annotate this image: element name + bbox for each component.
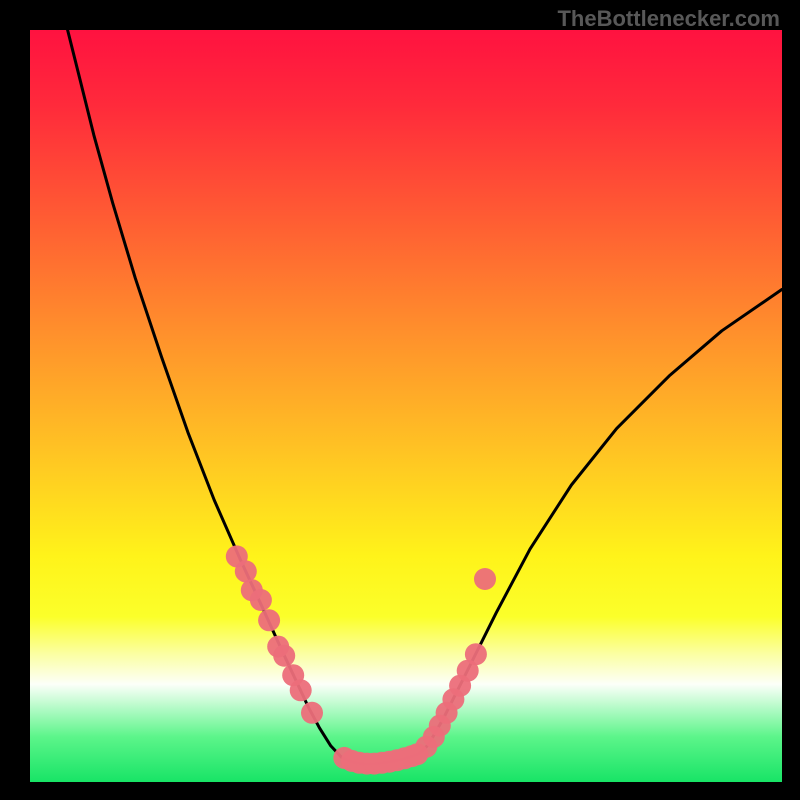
watermark-text: TheBottlenecker.com bbox=[557, 6, 780, 32]
marker-dot bbox=[290, 679, 312, 701]
chart-background bbox=[30, 30, 782, 782]
marker-dot bbox=[301, 702, 323, 724]
marker-dot bbox=[465, 643, 487, 665]
marker-dot bbox=[235, 560, 257, 582]
marker-dot bbox=[258, 609, 280, 631]
marker-dot bbox=[474, 568, 496, 590]
outlier-marker bbox=[474, 568, 496, 590]
marker-dot bbox=[250, 589, 272, 611]
marker-dot bbox=[273, 645, 295, 667]
bottleneck-chart bbox=[30, 30, 782, 782]
